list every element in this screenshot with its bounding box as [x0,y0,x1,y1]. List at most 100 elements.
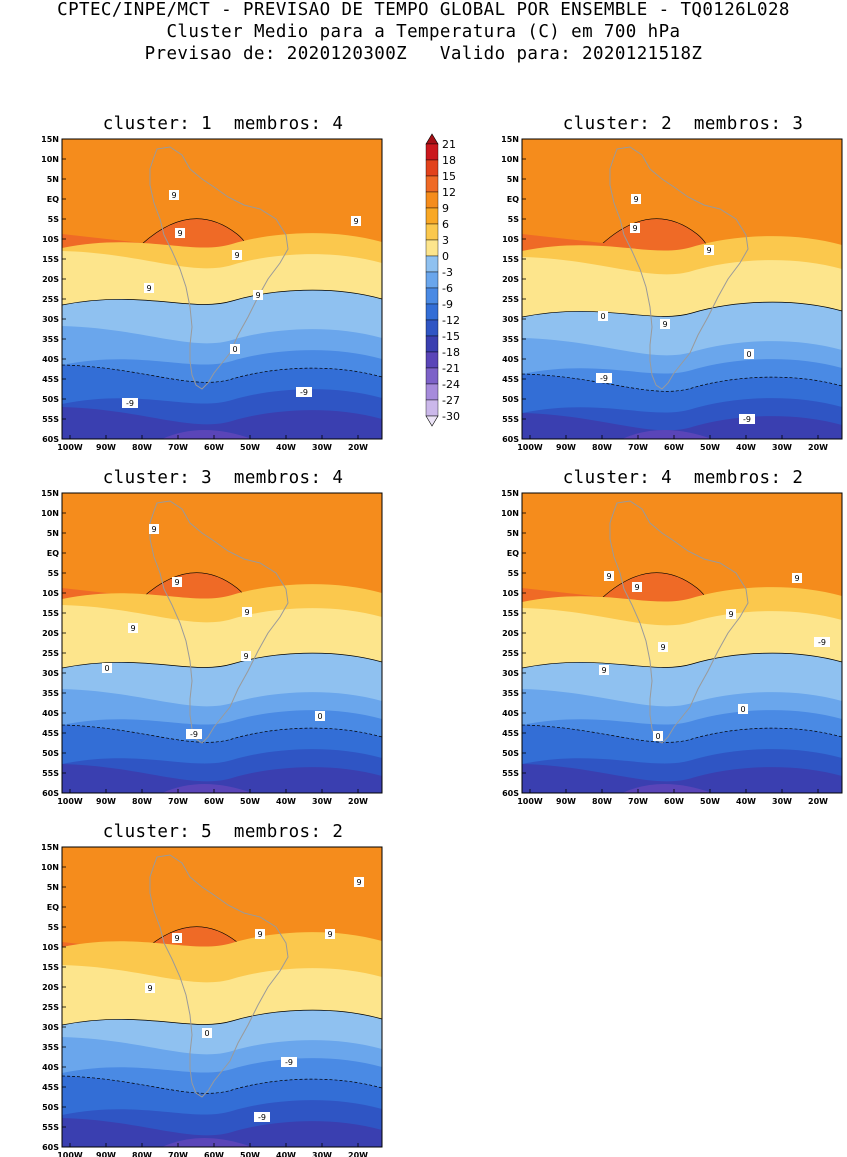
colorbar-segment [425,399,439,417]
lat-tick-label: EQ [47,549,59,558]
lat-tick-label: 20S [42,629,59,638]
contour-label-box [632,582,642,592]
contour-label-box [296,387,312,397]
contour-label-box [230,344,240,354]
lat-tick-label: 40S [502,709,519,718]
temperature-map-cluster-2: 15N 10N 5N EQ 5S 10S 15S 20S 25S 30S 35S 40S 45S 50S 5… [501,135,843,452]
lat-tick-label: 35S [502,335,519,344]
lat-tick-label: 15N [41,135,59,144]
colorbar-label: 9 [442,202,449,215]
temperature-map-cluster-3: 15N 10N 5N EQ 5S 10S 15S 20S 25S 30S 35S 40S 45S 50S 5… [41,489,383,806]
lat-tick-label: 30S [502,315,519,324]
contour-label: -9 [190,730,198,739]
contour-label: 9 [177,229,182,238]
colorbar-label: -9 [442,298,453,311]
temperature-band-8 [62,764,382,793]
lat-tick-label: 20S [42,983,59,992]
lat-tick-label: 40S [42,1063,59,1072]
lat-tick-label: 5N [47,175,59,184]
temperature-band-8 [522,413,842,439]
lon-tick-label: 90W [96,443,116,452]
contour-label: -9 [126,399,134,408]
colorbar-label: 21 [442,138,456,151]
lat-tick-label: 10S [42,943,59,952]
lat-tick-label: 40S [42,355,59,364]
colorbar-bottom-arrow [425,415,439,427]
lat-tick-label: 5N [507,175,519,184]
colorbar-label: -27 [442,394,460,407]
contour-label: 9 [634,583,639,592]
lon-tick-label: 30W [312,1151,332,1157]
contour-label-box [242,607,252,617]
lat-tick-label: 30S [42,669,59,678]
lat-tick-label: 60S [502,789,519,798]
lat-tick-label: 10S [502,589,519,598]
lon-tick-label: 70W [628,797,648,806]
lon-tick-label: 90W [96,1151,116,1157]
contour-label-box [186,729,202,739]
lat-tick-label: 15N [501,135,519,144]
lat-tick-label: 25S [42,649,59,658]
contour-label-box [598,311,608,321]
lat-tick-label: 10N [41,155,59,164]
lon-tick-label: 70W [168,443,188,452]
colorbar-label: -3 [442,266,453,279]
lon-tick-label: 100W [57,443,83,452]
contour-label-box [169,190,179,200]
lat-tick-label: 60S [42,1143,59,1152]
contour-label: 0 [232,345,237,354]
contour-label-box [172,933,182,943]
contour-label-box [630,223,640,233]
lat-tick-label: 15S [502,609,519,618]
lat-tick-label: 10S [42,589,59,598]
contour-label: 9 [171,191,176,200]
lat-tick-label: 50S [502,395,519,404]
lat-tick-label: EQ [47,903,59,912]
lat-tick-label: 40S [42,709,59,718]
colorbar-label: -18 [442,346,460,359]
contour-label-box [739,414,755,424]
contour-label: 9 [327,930,332,939]
lon-tick-label: 100W [57,1151,83,1157]
panel-title-cluster-4: cluster: 4 membros: 2 [562,468,804,488]
lat-tick-label: 60S [42,435,59,444]
lon-tick-label: 90W [96,797,116,806]
contour-label: 0 [746,350,751,359]
lat-tick-label: 5S [508,215,520,224]
colorbar-label: 0 [442,250,449,263]
map-plot-area [61,492,383,794]
colorbar-segment [425,143,439,161]
lat-tick-label: 10N [41,509,59,518]
temperature-map-cluster-5: 15N 10N 5N EQ 5S 10S 15S 20S 25S 30S 35S 40S 45S 50S 5… [41,843,383,1157]
contour-label-box [281,1057,297,1067]
colorbar-segment [425,319,439,337]
lon-tick-label: 60W [664,443,684,452]
contour-label: 9 [146,284,151,293]
lat-tick-label: 45S [502,375,519,384]
lon-tick-label: 30W [312,797,332,806]
lat-tick-label: 50S [42,1103,59,1112]
contour-label-box [599,665,609,675]
colorbar-top-arrow [425,133,439,145]
colorbar-segment [425,223,439,241]
cold-core-purple [162,430,252,439]
contour-label-box [738,704,748,714]
contour-label-box [631,194,641,204]
contour-label: 9 [234,251,239,260]
lon-tick-label: 30W [312,443,332,452]
colorbar-segment [425,335,439,353]
lat-tick-label: 40S [502,355,519,364]
contour-label-box [202,1028,212,1038]
contour-label-box [232,250,242,260]
contour-label: 9 [633,195,638,204]
colorbar-label: -15 [442,330,460,343]
lat-tick-label: 15S [42,963,59,972]
continent-outline [609,146,749,390]
lon-tick-label: 80W [132,1151,152,1157]
lat-tick-label: 15S [502,255,519,264]
contour-label: 9 [632,224,637,233]
contour-label: -9 [818,638,826,647]
lat-tick-label: 30S [502,669,519,678]
colorbar-segment [425,287,439,305]
lat-tick-label: 10N [41,863,59,872]
